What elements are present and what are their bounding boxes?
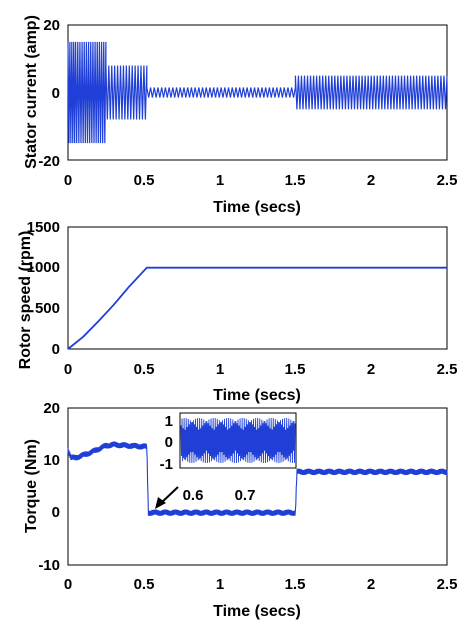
x-tick-label: 0.5	[134, 172, 155, 189]
y-tick-label: -20	[38, 153, 60, 170]
stator-current-series	[67, 41, 448, 144]
inset-torque-series	[180, 417, 296, 464]
inset-x-tick-label: 0.6	[183, 487, 204, 504]
x-tick-label: 0	[64, 172, 72, 189]
zoom-inset: 1 0 -1 0.6 0.7	[155, 412, 297, 509]
panel-stator-current: Stator current (amp) Time (secs) 20 0 -2…	[23, 15, 457, 216]
x-tick-label: 0	[64, 361, 72, 378]
torque-series	[67, 441, 448, 516]
x-axis-label: Time (secs)	[213, 387, 301, 404]
y-tick-label: 20	[43, 400, 60, 417]
x-tick-label: 2	[367, 361, 375, 378]
x-tick-label: 1.5	[285, 576, 306, 593]
inset-x-tick-label: 0.7	[235, 487, 256, 504]
x-tick-label: 2	[367, 172, 375, 189]
y-tick-label: 10	[43, 452, 60, 469]
y-tick-label: 1500	[27, 219, 60, 236]
x-tick-label: 0.5	[134, 576, 155, 593]
panel-rotor-speed: Rotor speed (rpm) Time (secs) 1500 1000 …	[17, 219, 457, 404]
x-tick-label: 0.5	[134, 361, 155, 378]
y-tick-label: 0	[52, 504, 60, 521]
x-tick-label: 2.5	[437, 576, 458, 593]
plot-frame	[67, 407, 448, 566]
y-tick-label: 0	[52, 341, 60, 358]
x-tick-label: 2.5	[437, 361, 458, 378]
x-tick-label: 1	[216, 361, 224, 378]
y-tick-label: 1000	[27, 259, 60, 276]
y-axis-label: Rotor speed (rpm)	[17, 231, 34, 370]
x-tick-label: 1.5	[285, 172, 306, 189]
y-tick-label: 500	[35, 300, 60, 317]
x-tick-label: 2.5	[437, 172, 458, 189]
y-tick-label: 20	[43, 17, 60, 34]
inset-y-tick-label: 1	[165, 413, 173, 430]
plot-frame	[67, 226, 448, 350]
x-tick-label: 1	[216, 576, 224, 593]
y-axis-label: Stator current (amp)	[23, 15, 40, 169]
y-axis-label: Torque (Nm)	[23, 439, 40, 533]
inset-pointer-arrow	[155, 486, 179, 509]
y-tick-label: 0	[52, 85, 60, 102]
x-tick-label: 1.5	[285, 361, 306, 378]
rotor-speed-series	[67, 266, 447, 350]
panel-torque: Torque (Nm) Time (secs) 20 10 0 -10 0 0.…	[23, 400, 457, 620]
inset-y-tick-label: 0	[165, 434, 173, 451]
x-axis-label: Time (secs)	[213, 603, 301, 620]
x-tick-label: 0	[64, 576, 72, 593]
x-tick-label: 2	[367, 576, 375, 593]
y-tick-label: -10	[38, 557, 60, 574]
x-axis-label: Time (secs)	[213, 199, 301, 216]
inset-y-tick-label: -1	[160, 456, 173, 473]
x-tick-label: 1	[216, 172, 224, 189]
